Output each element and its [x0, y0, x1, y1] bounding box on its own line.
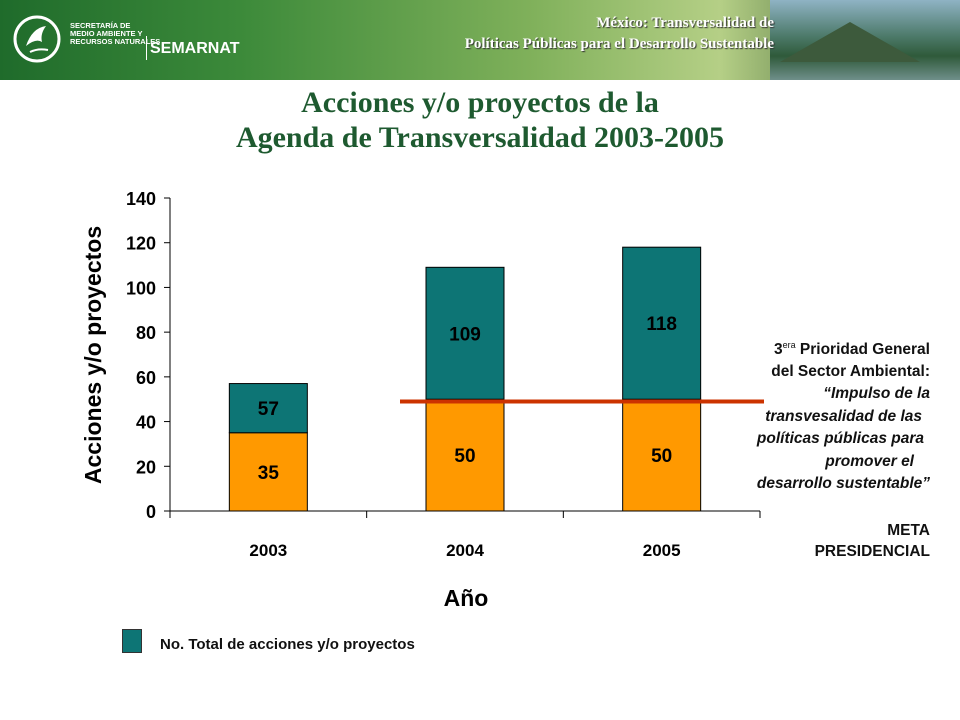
meta-line-2: PRESIDENCIAL [814, 543, 930, 560]
y-axis-title: Acciones y/o proyectos [80, 226, 106, 484]
annotation-line: políticas públicas para [756, 430, 924, 447]
bar-segment-total [622, 246, 702, 400]
y-tick-label: 120 [126, 234, 156, 254]
bar-label-total: 57 [258, 399, 279, 420]
y-tick-label: 40 [136, 413, 156, 433]
x-axis-title: Año [444, 585, 489, 611]
y-tick-label: 20 [136, 457, 156, 477]
annotation-line: desarrollo sustentable” [756, 475, 930, 492]
logo-secretaria-text: SECRETARÍA DE MEDIO AMBIENTE Y RECURSOS … [70, 21, 161, 46]
bar-segment-base [425, 398, 505, 512]
y-tick-label: 60 [136, 368, 156, 388]
bar-label-base: 50 [454, 446, 475, 467]
bar-segment-base [622, 398, 702, 512]
bar-segment-base [228, 432, 308, 512]
y-tick-label: 80 [136, 323, 156, 343]
x-tick-label: 2005 [643, 541, 681, 560]
mountain-shape [780, 22, 920, 62]
annotation-text: Prioridad General [795, 341, 930, 359]
logo-semarnat: SEMARNAT [150, 40, 240, 57]
x-tick-label: 2003 [249, 541, 287, 560]
page-title-line-2: Agenda de Transversalidad 2003-2005 [235, 121, 725, 154]
meta-line-1: META [887, 522, 930, 539]
eagle-emblem-icon [13, 15, 61, 63]
bar-label-total: 109 [449, 324, 481, 345]
header-banner: SECRETARÍA DE MEDIO AMBIENTE Y RECURSOS … [0, 0, 960, 80]
bar-label-base: 50 [651, 446, 672, 467]
legend-label: No. Total de acciones y/o proyectos [160, 636, 415, 653]
x-tick-label: 2004 [446, 541, 484, 560]
bar-segment-total [425, 266, 505, 400]
annotation-line: del Sector Ambiental: [771, 362, 930, 380]
annotation-superscript: era [782, 340, 796, 350]
legend-swatch [122, 629, 142, 653]
bar-label-total: 118 [646, 314, 677, 335]
bar-label-base: 35 [258, 463, 280, 484]
header-line-2: Políticas Públicas para el Desarrollo Su… [464, 36, 774, 52]
bar-segment-total [228, 383, 308, 434]
annotation-line: promover el [825, 452, 914, 470]
annotation-prefix: 3 [773, 341, 783, 359]
y-tick-label: 100 [126, 278, 156, 298]
y-tick-label: 140 [126, 189, 156, 209]
header-line-1: México: Transversalidad de [596, 15, 774, 31]
page-title-line-1: Acciones y/o proyectos de la [301, 86, 659, 119]
annotation-line: 3era Prioridad General [774, 340, 930, 359]
annotation-line: transvesalidad de las [765, 407, 922, 425]
meta-presidencial-label: META PRESIDENCIAL [815, 520, 930, 562]
y-tick-label: 0 [146, 502, 156, 522]
annotation-line: “Impulso de la [823, 385, 930, 402]
logo-divider [146, 36, 147, 60]
